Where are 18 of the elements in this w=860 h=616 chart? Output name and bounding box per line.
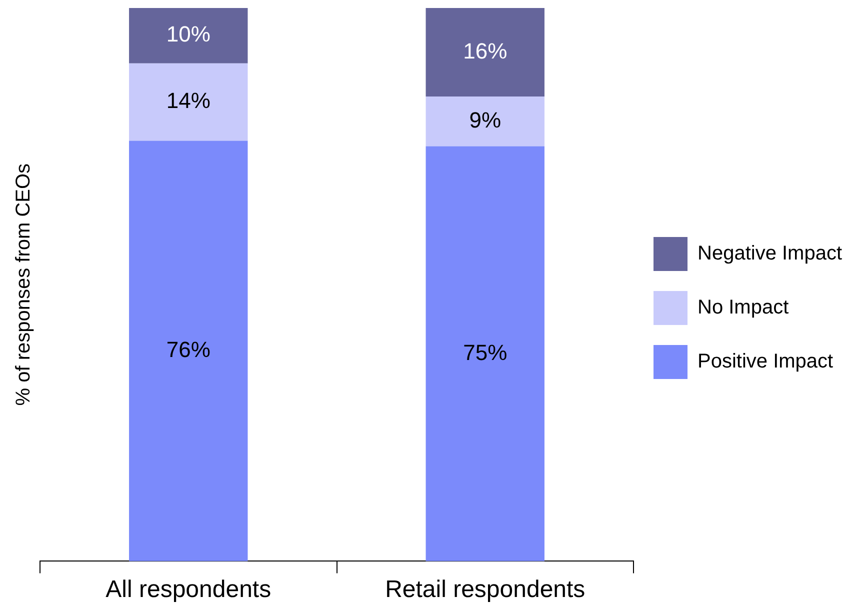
bar	[426, 146, 544, 562]
x-tick-label: All respondents	[106, 576, 272, 604]
data-label: 76%	[166, 337, 210, 362]
y-axis-title: % of responses from CEOs	[12, 163, 35, 406]
bar	[426, 96, 544, 146]
legend-label: No Impact	[698, 296, 790, 319]
data-label: 10%	[166, 22, 210, 47]
bar	[129, 140, 248, 562]
x-tick-label: Retail respondents	[385, 576, 586, 604]
legend-label: Negative Impact	[698, 242, 842, 265]
bar	[129, 63, 248, 141]
legend-label: Positive Impact	[698, 350, 834, 373]
data-label: 14%	[166, 88, 210, 114]
data-label: 75%	[463, 340, 508, 365]
bar	[129, 8, 248, 64]
data-label: 9%	[469, 107, 502, 132]
bar	[426, 8, 544, 97]
data-label: 16%	[463, 38, 508, 64]
